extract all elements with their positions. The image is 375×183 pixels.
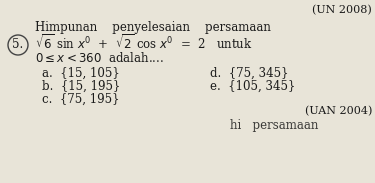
Text: Himpunan    penyelesaian    persamaan: Himpunan penyelesaian persamaan [35,21,271,35]
Text: $\sqrt{6}$ sin $x^{0}$  +  $\sqrt{2}$ cos $x^{0}$  =  2   untuk: $\sqrt{6}$ sin $x^{0}$ + $\sqrt{2}$ cos … [35,34,253,52]
Text: b.  {15, 195}: b. {15, 195} [42,79,120,92]
Text: (UN 2008): (UN 2008) [312,5,372,15]
Text: c.  {75, 195}: c. {75, 195} [42,92,120,106]
Text: (UAN 2004): (UAN 2004) [304,106,372,116]
Text: 5.: 5. [12,38,24,51]
Text: d.  {75, 345}: d. {75, 345} [210,66,288,79]
Text: $0 \leq x < 360$  adalah....: $0 \leq x < 360$ adalah.... [35,51,164,65]
Text: a.  {15, 105}: a. {15, 105} [42,66,120,79]
Text: e.  {105, 345}: e. {105, 345} [210,79,296,92]
Text: hi   persamaan: hi persamaan [230,119,318,132]
